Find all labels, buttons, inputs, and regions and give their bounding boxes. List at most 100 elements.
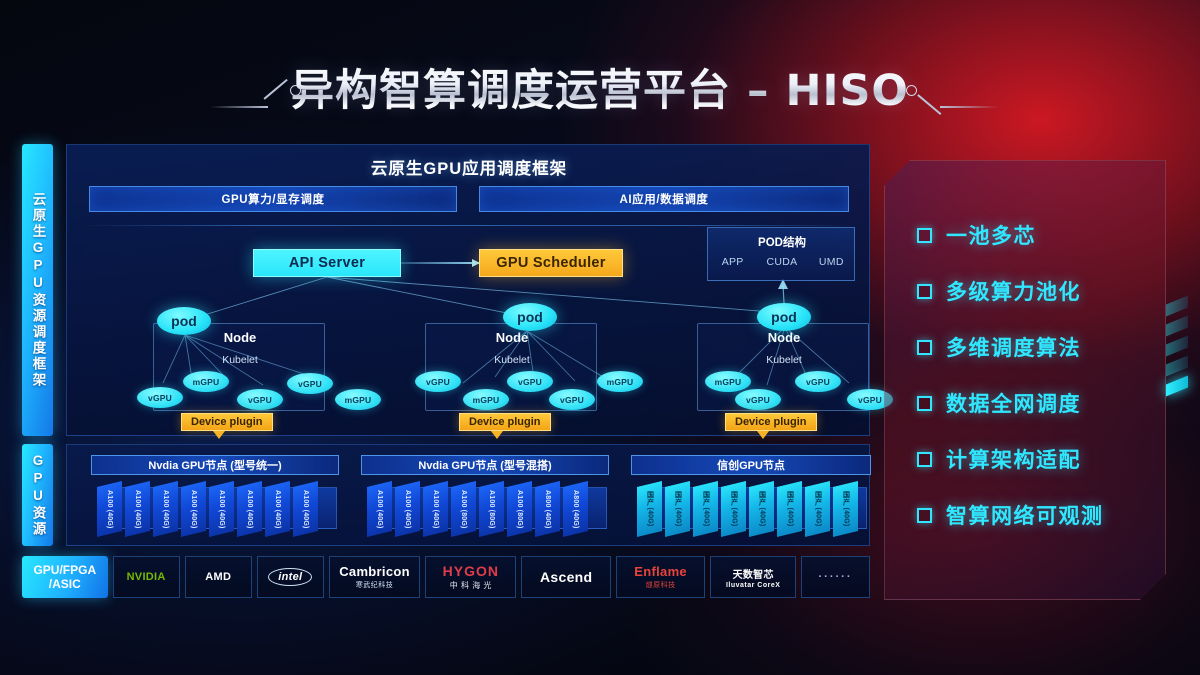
- gpu-card[interactable]: 国产 (40G): [665, 481, 690, 537]
- gpu-card[interactable]: 国产 (40G): [805, 481, 830, 537]
- gpu-ellipse-mgpu[interactable]: mGPU: [597, 371, 643, 392]
- feature-item[interactable]: 多级算力池化: [885, 263, 1165, 319]
- api-server-box[interactable]: API Server: [253, 249, 401, 277]
- checkbox-icon: [917, 284, 932, 299]
- gpu-ellipse-vgpu[interactable]: vGPU: [237, 389, 283, 410]
- node-title: Node: [767, 330, 801, 345]
- gpu-ellipse-vgpu[interactable]: vGPU: [137, 387, 183, 408]
- gpu-ellipse-vgpu[interactable]: vGPU: [847, 389, 893, 410]
- vendor-logo-hygon[interactable]: HYGON 中 科 海 光: [425, 556, 517, 598]
- vendor-logo-cambricon[interactable]: Cambricon 寒武纪科技: [328, 556, 421, 598]
- gpu-card-strip: A100 (40G) A100 (40G) A100 (40G) A100 (8…: [367, 481, 588, 537]
- gpu-ellipse-vgpu[interactable]: vGPU: [287, 373, 333, 394]
- vendor-subtitle: 燧原科技: [645, 582, 676, 589]
- feature-item[interactable]: 计算架构适配: [885, 431, 1165, 487]
- vendor-name: NVIDIA: [126, 571, 166, 583]
- device-plugin-arrow-icon: [213, 431, 225, 439]
- gpu-ellipse-vgpu[interactable]: vGPU: [415, 371, 461, 392]
- vendor-name: Enflame: [634, 564, 687, 579]
- vendor-logo-more[interactable]: ······: [801, 556, 870, 598]
- vendor-subtitle: 寒武纪科技: [355, 582, 394, 589]
- gpu-card[interactable]: A100 (40G): [293, 481, 318, 537]
- vendor-name: ······: [818, 571, 853, 583]
- vendor-subtitle: 中 科 海 光: [449, 581, 492, 590]
- gpu-node-header[interactable]: 信创GPU节点: [631, 455, 871, 475]
- gpu-ellipse-vgpu[interactable]: vGPU: [549, 389, 595, 410]
- title-band: 异构智算调度运营平台 – HISO: [0, 62, 1200, 132]
- gpu-card[interactable]: 国产 (40G): [777, 481, 802, 537]
- gpu-ellipse-vgpu[interactable]: vGPU: [507, 371, 553, 392]
- device-plugin-arrow-icon: [757, 431, 769, 439]
- vendor-name: HYGON: [442, 563, 499, 579]
- gpu-card[interactable]: 国产 (40G): [637, 481, 662, 537]
- gpu-card-strip: 国产 (40G) 国产 (40G) 国产 (40G) 国产 (40G) 国产 (…: [637, 481, 858, 537]
- scheduling-bar-ai[interactable]: AI应用/数据调度: [479, 186, 849, 212]
- gpu-card[interactable]: A100 (40G): [367, 481, 392, 537]
- device-plugin-badge[interactable]: Device plugin: [725, 413, 817, 431]
- vendor-name: 天数智芯: [732, 569, 774, 581]
- gpu-card[interactable]: A100 (40G): [423, 481, 448, 537]
- feature-label: 一池多芯: [946, 225, 1036, 248]
- gpu-card[interactable]: A100 (80G): [451, 481, 476, 537]
- gpu-ellipse-vgpu[interactable]: vGPU: [795, 371, 841, 392]
- gpu-card[interactable]: A100 (40G): [395, 481, 420, 537]
- checkbox-icon: [917, 340, 932, 355]
- vendor-name: AMD: [205, 571, 232, 583]
- gpu-card[interactable]: A100 (40G): [125, 481, 150, 537]
- pod-structure-item-cuda: CUDA: [766, 256, 798, 268]
- pod-ellipse[interactable]: pod: [157, 307, 211, 335]
- vendor-logo-enflame[interactable]: Enflame 燧原科技: [615, 556, 706, 598]
- vendor-logo-iluvatar[interactable]: 天数智芯 Iluvatar CoreX: [710, 556, 797, 598]
- gpu-ellipse-mgpu[interactable]: mGPU: [183, 371, 229, 392]
- vendor-logo-nvidia[interactable]: NVIDIA: [112, 556, 180, 598]
- vendor-label-line2: /ASIC: [48, 577, 81, 591]
- device-plugin-badge[interactable]: Device plugin: [459, 413, 551, 431]
- gpu-card[interactable]: A800 (40G): [563, 481, 588, 537]
- gpu-card[interactable]: 国产 (40G): [749, 481, 774, 537]
- gpu-card[interactable]: A100 (80G): [507, 481, 532, 537]
- feature-item[interactable]: 智算网络可观测: [885, 487, 1165, 543]
- gpu-ellipse-vgpu[interactable]: vGPU: [735, 389, 781, 410]
- gpu-card[interactable]: 国产 (40G): [721, 481, 746, 537]
- gpu-card[interactable]: A100 (40G): [237, 481, 262, 537]
- feature-item[interactable]: 多维调度算法: [885, 319, 1165, 375]
- gpu-ellipse-mgpu[interactable]: mGPU: [705, 371, 751, 392]
- gpu-ellipse-mgpu[interactable]: mGPU: [463, 389, 509, 410]
- pod-structure-title: POD结构: [758, 237, 806, 249]
- gpu-scheduler-box[interactable]: GPU Scheduler: [479, 249, 623, 277]
- node-group: Node Kubelet pod vGPU mGPU vGPU vGPU mGP…: [397, 303, 645, 439]
- gpu-card[interactable]: A100 (40G): [181, 481, 206, 537]
- device-plugin-badge[interactable]: Device plugin: [181, 413, 273, 431]
- gpu-card[interactable]: 国产 (40G): [693, 481, 718, 537]
- framework-panel-title: 云原生GPU应用调度框架: [370, 160, 568, 178]
- kubelet-label: Kubelet: [766, 354, 802, 366]
- gpu-node-header[interactable]: Nvdia GPU节点 (型号统一): [91, 455, 339, 475]
- gpu-card[interactable]: A100 (40G): [265, 481, 290, 537]
- gpu-ellipse-mgpu[interactable]: mGPU: [335, 389, 381, 410]
- pod-structure-box: POD结构 APP CUDA UMD: [707, 227, 855, 281]
- gpu-card-strip: A100 (40G) A100 (40G) A100 (40G) A100 (4…: [97, 481, 318, 537]
- vendor-name: Ascend: [540, 569, 593, 585]
- feature-item[interactable]: 一池多芯: [885, 207, 1165, 263]
- vendor-logo-ascend[interactable]: Ascend: [521, 556, 611, 598]
- vendor-logo-amd[interactable]: AMD: [184, 556, 252, 598]
- pod-ellipse[interactable]: pod: [503, 303, 557, 331]
- gpu-card[interactable]: A100 (80G): [479, 481, 504, 537]
- gpu-card[interactable]: A800 (40G): [535, 481, 560, 537]
- feature-label: 计算架构适配: [946, 449, 1081, 472]
- vendor-label-line1: GPU/FPGA: [33, 563, 97, 577]
- checkbox-icon: [917, 228, 932, 243]
- pod-structure-items: APP CUDA UMD: [708, 256, 856, 268]
- gpu-card[interactable]: A100 (40G): [153, 481, 178, 537]
- vendor-name: Cambricon: [339, 564, 410, 579]
- scheduling-bar-compute[interactable]: GPU算力/显存调度: [89, 186, 457, 212]
- gpu-card[interactable]: 国产 (40G): [833, 481, 858, 537]
- pod-structure-item-umd: UMD: [818, 256, 844, 268]
- vendor-logo-intel[interactable]: intel: [256, 556, 324, 598]
- gpu-card[interactable]: A100 (40G): [97, 481, 122, 537]
- gpu-node-header[interactable]: Nvdia GPU节点 (型号混搭): [361, 455, 609, 475]
- pod-ellipse[interactable]: pod: [757, 303, 811, 331]
- feature-item[interactable]: 数据全网调度: [885, 375, 1165, 431]
- gpu-card[interactable]: A100 (40G): [209, 481, 234, 537]
